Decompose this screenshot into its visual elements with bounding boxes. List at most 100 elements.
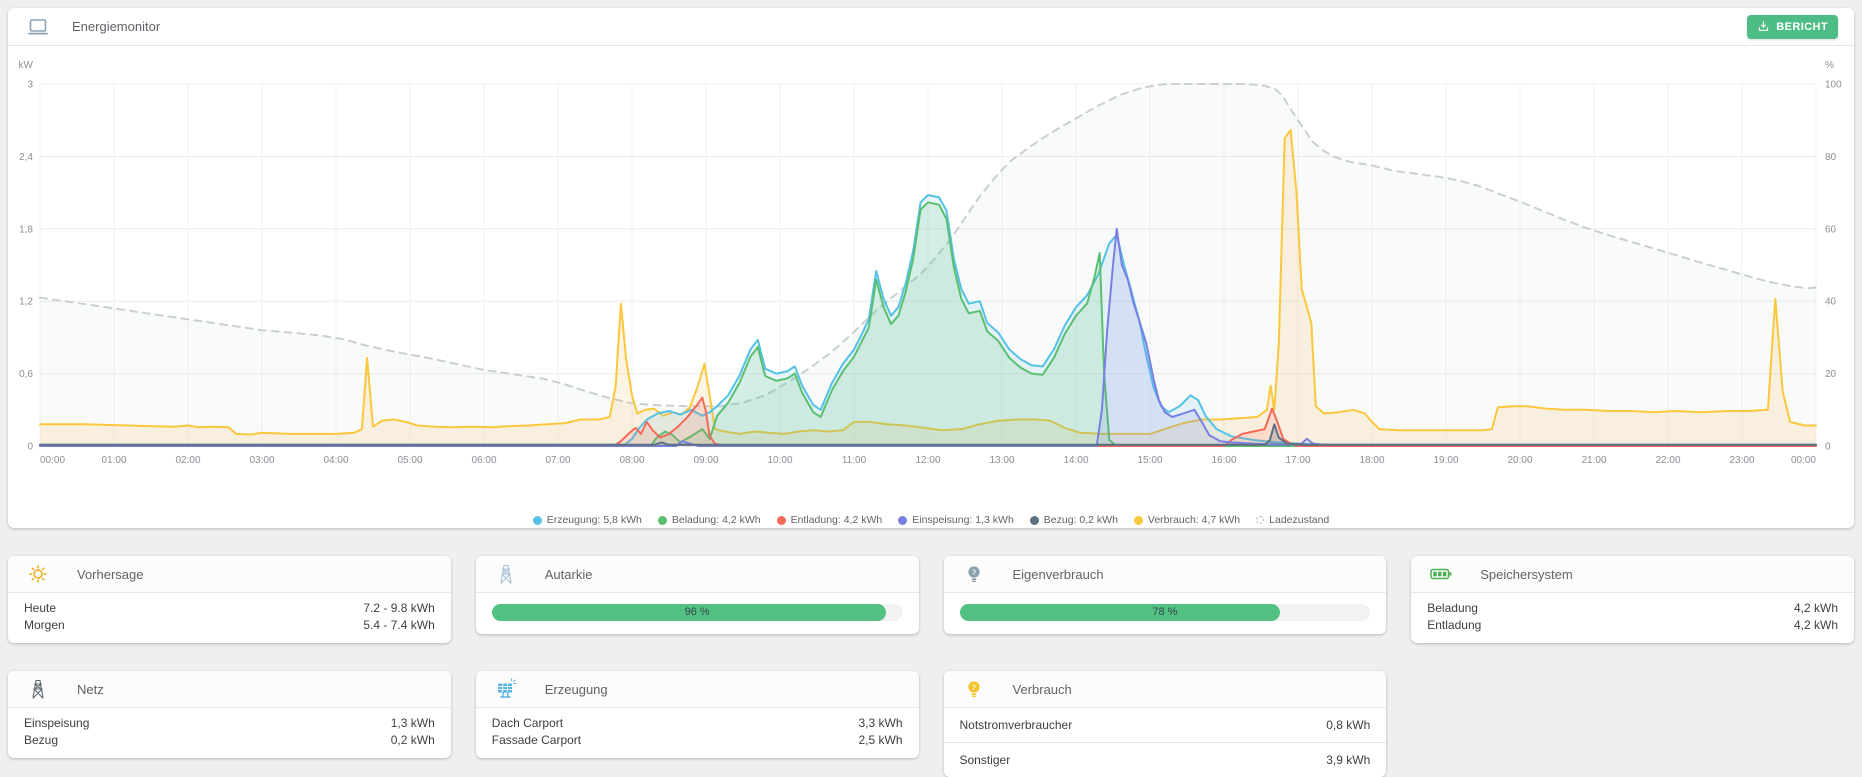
power-tower-icon	[494, 562, 518, 586]
svg-text:08:00: 08:00	[619, 455, 644, 466]
autarkie-progress-fill	[491, 604, 887, 621]
row-label: Einspeisung	[24, 716, 90, 730]
legend-item-bezug[interactable]: Bezug: 0,2 kWh	[1029, 514, 1118, 526]
row-value: 5.4 - 7.4 kWh	[363, 618, 435, 632]
energy-monitor-card: Energiemonitor BERICHT 0 0 0,6 20 1,2 40 1,8 60…	[8, 8, 1854, 528]
svg-text:23:00: 23:00	[1729, 455, 1754, 466]
row-value: 7.2 - 9.8 kWh	[363, 601, 435, 615]
row-value: 2,5 kWh	[858, 733, 903, 747]
download-icon	[1757, 20, 1770, 33]
svg-text:05:00: 05:00	[397, 455, 422, 466]
svg-text:04:00: 04:00	[323, 455, 348, 466]
svg-text:1,2: 1,2	[19, 297, 33, 308]
svg-text:3: 3	[27, 80, 33, 91]
forecast-row-heute: Heute 7.2 - 9.8 kWh	[24, 600, 435, 617]
page-title: Energiemonitor	[72, 19, 161, 34]
row-value: 3,3 kWh	[858, 716, 903, 730]
row-value: 0,8 kWh	[1326, 718, 1371, 732]
card-title: Vorhersage	[77, 566, 144, 582]
report-button-label: BERICHT	[1776, 20, 1828, 33]
svg-text:03:00: 03:00	[249, 455, 274, 466]
stat-cards-grid: Vorhersage Heute 7.2 - 9.8 kWh Morgen 5.…	[8, 556, 1854, 777]
svg-text:10:00: 10:00	[767, 455, 792, 466]
chart-legend: Erzeugung: 5,8 kWh Beladung: 4,2 kWh Entla…	[8, 509, 1854, 531]
svg-text:15:00: 15:00	[1137, 455, 1162, 466]
card-title: Verbrauch	[1012, 681, 1072, 697]
card-title: Erzeugung	[544, 681, 608, 697]
legend-item-beladung[interactable]: Beladung: 4,2 kWh	[657, 514, 761, 526]
legend-label: Entladung: 4,2 kWh	[790, 514, 883, 526]
monitor-icon	[26, 15, 50, 39]
eigenverbrauch-progress-label: 78 %	[1152, 606, 1178, 618]
storage-row-beladung: Beladung 4,2 kWh	[1427, 600, 1838, 617]
svg-text:100: 100	[1825, 80, 1842, 91]
svg-text:21:00: 21:00	[1581, 455, 1606, 466]
legend-item-einspeisung[interactable]: Einspeisung: 1,3 kWh	[898, 514, 1014, 526]
production-row-fassade: Fassade Carport 2,5 kWh	[492, 732, 903, 749]
legend-item-entladung[interactable]: Entladung: 4,2 kWh	[776, 514, 883, 526]
svg-text:22:00: 22:00	[1655, 455, 1680, 466]
energy-chart[interactable]: 0 0 0,6 20 1,2 40 1,8 60 2,4 80 3 100 kW % 00:00 01:00 0…	[8, 50, 1854, 502]
card-vorhersage-header: Vorhersage	[8, 556, 451, 593]
svg-text:13:00: 13:00	[989, 455, 1014, 466]
legend-item-erzeugung[interactable]: Erzeugung: 5,8 kWh	[532, 514, 642, 526]
card-speichersystem-header: Speichersystem	[1411, 556, 1854, 593]
row-value: 3,9 kWh	[1326, 753, 1371, 767]
svg-text:0,6: 0,6	[19, 369, 33, 380]
svg-text:19:00: 19:00	[1433, 455, 1458, 466]
svg-text:01:00: 01:00	[101, 455, 126, 466]
svg-text:09:00: 09:00	[693, 455, 718, 466]
svg-text:80: 80	[1825, 152, 1837, 163]
legend-marker	[1133, 515, 1143, 525]
card-eigenverbrauch-header: Eigenverbrauch	[943, 556, 1387, 593]
svg-text:12:00: 12:00	[915, 455, 940, 466]
row-label: Fassade Carport	[491, 733, 582, 747]
legend-marker	[657, 515, 667, 525]
report-button[interactable]: BERICHT	[1747, 14, 1838, 39]
row-label: Bezug	[24, 733, 59, 747]
svg-text:00:00: 00:00	[1791, 455, 1816, 466]
autarkie-progress-label: 96 %	[684, 606, 710, 618]
grid-row-bezug: Bezug 0,2 kWh	[24, 732, 435, 749]
svg-text:20: 20	[1825, 369, 1837, 380]
card-netz: Netz Einspeisung 1,3 kWh Bezug 0,2 kWh	[8, 671, 451, 758]
svg-text:kW: kW	[19, 60, 34, 71]
card-verbrauch: Verbrauch Notstromverbraucher 0,8 kWh So…	[943, 671, 1387, 777]
card-erzeugung-header: Erzeugung	[475, 671, 919, 708]
lightbulb-yellow-icon	[962, 677, 986, 701]
eigenverbrauch-progress-fill	[959, 604, 1280, 621]
svg-text:1,8: 1,8	[19, 224, 33, 235]
row-label: Beladung	[1427, 601, 1478, 615]
row-label: Notstromverbraucher	[959, 718, 1073, 732]
power-tower-dark-icon	[26, 677, 50, 701]
legend-marker	[776, 515, 786, 525]
lightbulb-icon	[962, 562, 986, 586]
row-value: 0,2 kWh	[390, 733, 435, 747]
card-netz-header: Netz	[8, 671, 451, 708]
legend-item-ladezustand[interactable]: Ladezustand	[1256, 514, 1329, 526]
card-speichersystem: Speichersystem Beladung 4,2 kWh Entladun…	[1411, 556, 1854, 643]
consumption-row-notstrom: Notstromverbraucher 0,8 kWh	[944, 708, 1387, 742]
svg-text:0: 0	[1825, 442, 1831, 453]
solar-panel-icon	[494, 677, 518, 701]
legend-marker	[1029, 515, 1039, 525]
card-title: Speichersystem	[1480, 566, 1573, 582]
row-label: Dach Carport	[491, 716, 564, 730]
consumption-row-sonstiger: Sonstiger 3,9 kWh	[943, 742, 1387, 777]
svg-text:16:00: 16:00	[1211, 455, 1236, 466]
legend-item-verbrauch[interactable]: Verbrauch: 4,7 kWh	[1133, 514, 1240, 526]
svg-text:14:00: 14:00	[1063, 455, 1088, 466]
legend-marker	[532, 515, 542, 525]
legend-label: Ladezustand	[1269, 514, 1330, 526]
svg-text:11:00: 11:00	[842, 455, 867, 466]
card-eigenverbrauch: Eigenverbrauch 78 %	[943, 556, 1387, 634]
row-label: Entladung	[1427, 618, 1482, 632]
production-row-dach: Dach Carport 3,3 kWh	[492, 715, 903, 732]
legend-label: Erzeugung: 5,8 kWh	[546, 514, 642, 526]
card-autarkie: Autarkie 96 %	[475, 556, 919, 634]
battery-icon	[1429, 562, 1453, 586]
card-title: Autarkie	[544, 566, 593, 582]
card-autarkie-header: Autarkie	[475, 556, 919, 593]
card-title: Eigenverbrauch	[1012, 566, 1104, 582]
legend-marker	[898, 515, 908, 525]
